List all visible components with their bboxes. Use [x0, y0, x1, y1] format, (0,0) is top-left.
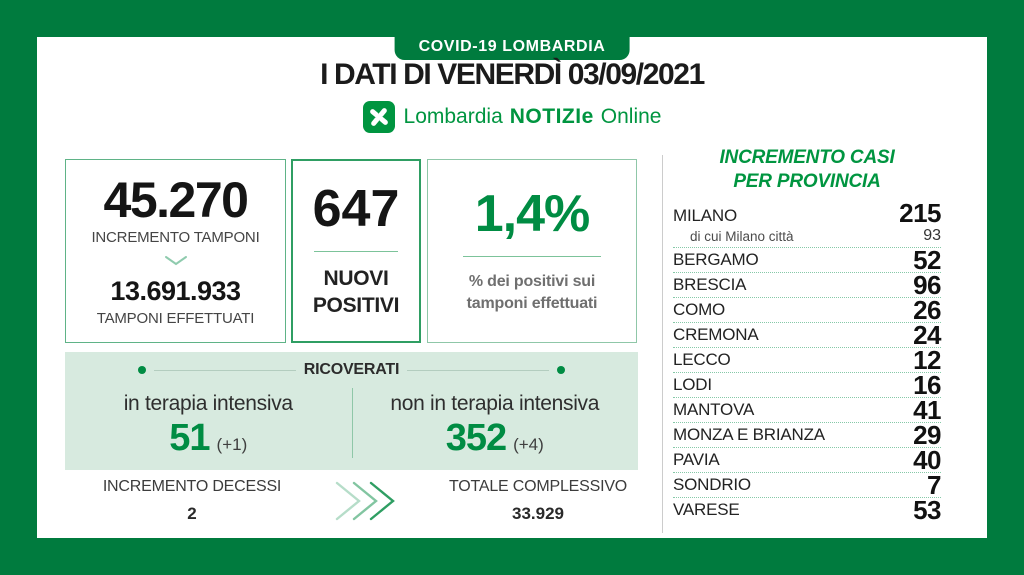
triple-chevron-icon [329, 475, 409, 532]
province-title-line1: INCREMENTO CASI [719, 147, 895, 168]
province-subvalue: 93 [923, 227, 941, 244]
nuovi-positivi-value: 647 [312, 180, 400, 239]
table-row: LODI 16 [673, 369, 941, 400]
province-name: MILANO [673, 205, 737, 225]
divider-line [314, 251, 398, 253]
terapia-intensiva-delta: (+1) [216, 434, 248, 454]
table-row: COMO 26 [673, 294, 941, 325]
incremento-decessi-label: INCREMENTO DECESSI [102, 478, 282, 495]
content-card: COVID-19 LOMBARDIA I DATI DI VENERDÌ 03/… [37, 36, 987, 538]
terapia-intensiva-value: 51 [169, 416, 210, 459]
table-row: PAVIA 40 [673, 444, 941, 475]
ricoverati-body: in terapia intensiva 51 (+1) non in tera… [65, 382, 638, 466]
province-name: BERGAMO [673, 249, 759, 269]
province-value: 24 [913, 319, 941, 350]
page-title: I DATI DI VENERDÌ 03/09/2021 [320, 58, 705, 91]
province-name: COMO [673, 299, 726, 319]
header-rule [153, 369, 296, 371]
province-value: 7 [927, 469, 941, 500]
table-row: CREMONA 24 [673, 319, 941, 350]
province-subname: di cui Milano città [690, 228, 794, 244]
province-value: 96 [913, 269, 941, 300]
province-column: INCREMENTO CASI PER PROVINCIA MILANO 215… [673, 146, 941, 525]
province-value: 40 [913, 444, 941, 475]
province-name: SONDRIO [673, 474, 751, 494]
panel-nuovi-positivi: 647 NUOVI POSITIVI [291, 159, 421, 343]
tamponi-effettuati-label: TAMPONI EFFETTUATI [96, 310, 255, 328]
province-value: 53 [913, 494, 941, 525]
divider-line [463, 255, 601, 257]
table-row: MILANO 215 [673, 197, 941, 228]
province-name: LECCO [673, 349, 731, 369]
logo-brand-text: NOTIZIe [509, 105, 594, 128]
nuovi-positivi-label: NUOVI POSITIVI [312, 267, 400, 317]
vertical-divider [351, 388, 353, 458]
tamponi-effettuati-value: 13.691.933 [110, 275, 241, 306]
province-name: LODI [673, 374, 712, 394]
province-title-line2: PER PROVINCIA [733, 170, 881, 192]
ricoverati-title: RICOVERATI [303, 361, 400, 378]
panel-tamponi: 45.270 INCREMENTO TAMPONI 13.691.933 TAM… [65, 159, 286, 343]
province-name: MONZA E BRIANZA [673, 424, 825, 444]
province-name: MANTOVA [673, 399, 755, 419]
province-value: 16 [913, 369, 941, 400]
percentuale-value: 1,4% [474, 184, 591, 243]
totale-complessivo-block: TOTALE COMPLESSIVO 33.929 [429, 478, 647, 524]
table-row: BRESCIA 96 [673, 269, 941, 300]
incremento-decessi-value: 2 [187, 504, 197, 523]
incremento-tamponi-label: INCREMENTO TAMPONI [91, 228, 260, 246]
lombardia-notizie-logo: Lombardia NOTIZIe Online [37, 101, 987, 133]
ricoverati-box: RICOVERATI in terapia intensiva 51 (+1) … [65, 352, 638, 470]
covid-banner: COVID-19 LOMBARDIA [394, 36, 630, 60]
table-row: MONZA E BRIANZA 29 [673, 419, 941, 450]
province-name: VARESE [673, 499, 740, 519]
non-terapia-intensiva-cell: non in terapia intensiva 352 (+4) [352, 382, 639, 466]
non-terapia-intensiva-value: 352 [445, 416, 507, 459]
incremento-tamponi-value: 45.270 [103, 171, 249, 228]
province-value: 52 [913, 244, 941, 275]
province-value: 26 [913, 294, 941, 325]
logo-wordmark: Lombardia NOTIZIe Online [404, 105, 662, 129]
province-value: 215 [899, 197, 941, 228]
province-name: CREMONA [673, 324, 759, 344]
table-row: VARESE 53 [673, 494, 941, 525]
province-value: 41 [913, 394, 941, 425]
province-table: MILANO 215 di cui Milano città 93 BERGAM… [673, 197, 941, 525]
non-terapia-intensiva-delta: (+4) [513, 434, 544, 454]
ricoverati-header: RICOVERATI [65, 361, 638, 379]
province-name: BRESCIA [673, 274, 747, 294]
totale-complessivo-value: 33.929 [512, 504, 564, 523]
table-row: SONDRIO 7 [673, 469, 941, 500]
province-title: INCREMENTO CASI PER PROVINCIA [673, 146, 941, 194]
chevron-down-icon [164, 253, 188, 271]
percentuale-label: % dei positivi sui tamponi effettuati [466, 272, 598, 312]
column-divider [662, 155, 663, 533]
non-terapia-intensiva-label: non in terapia intensiva [390, 391, 600, 415]
province-value: 12 [913, 344, 941, 375]
table-subrow: di cui Milano città 93 [673, 226, 941, 247]
incremento-decessi-block: INCREMENTO DECESSI 2 [77, 478, 307, 524]
panel-percentuale-positivi: 1,4% % dei positivi sui tamponi effettua… [427, 159, 637, 343]
province-name: PAVIA [673, 449, 720, 469]
table-row: BERGAMO 52 [673, 244, 941, 275]
header-rule [407, 369, 550, 371]
logo-suffix-text: Online [600, 105, 662, 128]
bullet-dot-icon [557, 366, 566, 374]
terapia-intensiva-cell: in terapia intensiva 51 (+1) [65, 382, 352, 466]
totale-complessivo-label: TOTALE COMPLESSIVO [448, 478, 628, 495]
table-row: MANTOVA 41 [673, 394, 941, 425]
logo-region-text: Lombardia [403, 105, 503, 128]
terapia-intensiva-label: in terapia intensiva [123, 391, 293, 415]
rosa-camuna-icon [362, 101, 395, 133]
bullet-dot-icon [137, 366, 146, 374]
province-value: 29 [913, 419, 941, 450]
table-row: LECCO 12 [673, 344, 941, 375]
